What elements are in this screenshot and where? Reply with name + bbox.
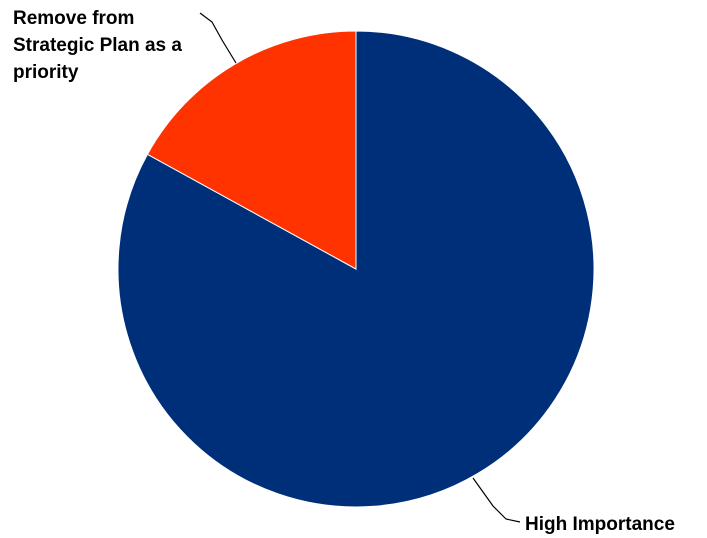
slice-label: Remove from Strategic Plan as a priority bbox=[13, 8, 182, 83]
leader-line bbox=[472, 477, 521, 523]
pie-slice-remove-from-strategic-plan-as-a-priority bbox=[146, 30, 357, 270]
slice-labels: High Importance Remove from Strategic Plan… bbox=[13, 8, 675, 535]
leader-line bbox=[199, 12, 237, 64]
slice-label: High Importance bbox=[525, 514, 675, 535]
pie-slices bbox=[117, 30, 595, 508]
